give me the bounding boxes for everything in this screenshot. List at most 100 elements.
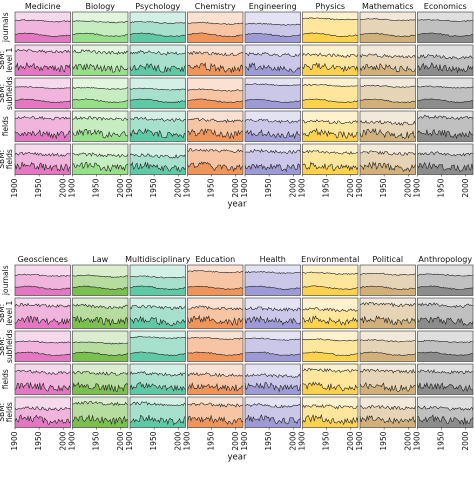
- share-boundary-line: [72, 285, 129, 290]
- subplot-frame: [417, 396, 474, 428]
- share-boundary-line: [129, 153, 186, 159]
- share-boundary-line: [14, 129, 71, 140]
- x-tick-label: 2000: [231, 178, 240, 197]
- x-tick-label: 1950: [92, 178, 101, 197]
- subplot-frame: [187, 110, 244, 142]
- share-boundary-line: [72, 341, 129, 345]
- share-area-main: [302, 98, 358, 109]
- share-boundary-line: [302, 413, 359, 426]
- x-tick-label: 2000: [403, 178, 412, 197]
- share-boundary-line: [359, 351, 416, 356]
- subplot-frame: [129, 297, 186, 329]
- share-boundary-line: [417, 114, 474, 121]
- share-area-main: [302, 316, 358, 329]
- share-boundary-line: [244, 22, 301, 26]
- subplot-frame: [359, 297, 416, 329]
- column-title: Physics: [315, 2, 345, 11]
- share-area-main: [245, 63, 301, 76]
- share-boundary-line: [187, 88, 244, 92]
- share-area-main: [72, 351, 128, 362]
- subplot-frame: [244, 110, 301, 142]
- x-tick-label: 2000: [461, 178, 470, 197]
- share-boundary-line: [302, 52, 359, 58]
- share-boundary-line: [359, 339, 416, 343]
- x-tick-label: 2000: [116, 431, 125, 450]
- subplot-frame: [14, 297, 71, 329]
- share-boundary-line: [14, 340, 71, 344]
- share-boundary-line: [72, 274, 129, 278]
- share-boundary-line: [302, 127, 359, 139]
- share-boundary-line: [359, 150, 416, 156]
- subplot-frame: [359, 396, 416, 428]
- share-boundary-line: [187, 98, 243, 104]
- share-boundary-line: [302, 98, 359, 104]
- column-title: Medicine: [25, 2, 61, 11]
- share-boundary-line: [359, 414, 416, 425]
- subplot-frame: [187, 11, 244, 43]
- share-area-main: [15, 316, 71, 329]
- share-area-main: [187, 352, 243, 362]
- x-tick-label: 1950: [437, 431, 446, 450]
- x-tick-label: 1900: [413, 178, 422, 197]
- x-axis-label: year: [228, 453, 247, 463]
- subplot-frame: [244, 297, 301, 329]
- share-boundary-line: [187, 117, 244, 124]
- share-boundary-line: [359, 285, 416, 290]
- subplot-frame: [14, 44, 71, 76]
- share-boundary-line: [244, 382, 301, 393]
- share-boundary-line: [417, 381, 474, 393]
- share-boundary-line: [359, 119, 416, 126]
- column-title: Engineering: [249, 2, 297, 11]
- subplot-frame: [417, 330, 474, 362]
- share-boundary-line: [359, 404, 416, 411]
- share-boundary-line: [72, 400, 129, 406]
- share-boundary-line: [302, 271, 359, 275]
- share-boundary-line: [14, 414, 71, 425]
- row-label: SBM:fields: [0, 149, 14, 169]
- x-tick-label: 2000: [288, 431, 297, 450]
- subplot-frame: [244, 11, 301, 43]
- share-boundary-line: [302, 285, 359, 290]
- share-boundary-line: [187, 351, 244, 356]
- share-boundary-line: [129, 161, 186, 172]
- share-boundary-line: [417, 414, 474, 426]
- share-boundary-line: [244, 62, 301, 73]
- share-area-main: [360, 98, 416, 109]
- share-boundary-line: [129, 116, 186, 122]
- x-tick-label: 1900: [413, 431, 422, 450]
- x-tick-label: 1950: [149, 178, 158, 197]
- share-boundary-line: [244, 128, 301, 140]
- share-boundary-line: [244, 315, 301, 326]
- share-area-main: [360, 382, 416, 395]
- share-area-main: [302, 285, 358, 296]
- share-boundary-line: [72, 32, 129, 37]
- x-tick-label: 1950: [379, 178, 388, 197]
- column-title: Geosciences: [18, 255, 68, 264]
- share-boundary-line: [302, 338, 359, 342]
- x-axis-label: year: [228, 200, 247, 210]
- x-tick-label: 1900: [68, 431, 77, 450]
- column-title: Biology: [85, 2, 115, 11]
- share-boundary-line: [72, 115, 129, 121]
- x-tick-label: 2000: [288, 178, 297, 197]
- share-area-main: [360, 162, 416, 175]
- share-area-main: [72, 33, 128, 43]
- subplot-frame: [129, 77, 186, 109]
- row-label: journals: [1, 265, 10, 296]
- share-area-main: [15, 99, 71, 109]
- x-tick-label: 1900: [125, 431, 134, 450]
- share-area-main: [360, 316, 416, 329]
- share-area-main: [187, 286, 243, 296]
- x-tick-label: 1950: [34, 178, 43, 197]
- share-boundary-line: [302, 32, 359, 37]
- share-boundary-line: [14, 406, 71, 412]
- x-tick-label: 2000: [58, 178, 67, 197]
- share-boundary-line: [72, 315, 129, 326]
- share-boundary-line: [187, 32, 244, 37]
- subplot-frame: [14, 77, 71, 109]
- share-boundary-line: [72, 303, 129, 310]
- share-boundary-line: [244, 52, 301, 57]
- subplot-frame: [302, 143, 359, 175]
- subplot-frame: [72, 77, 129, 109]
- share-boundary-line: [417, 316, 474, 326]
